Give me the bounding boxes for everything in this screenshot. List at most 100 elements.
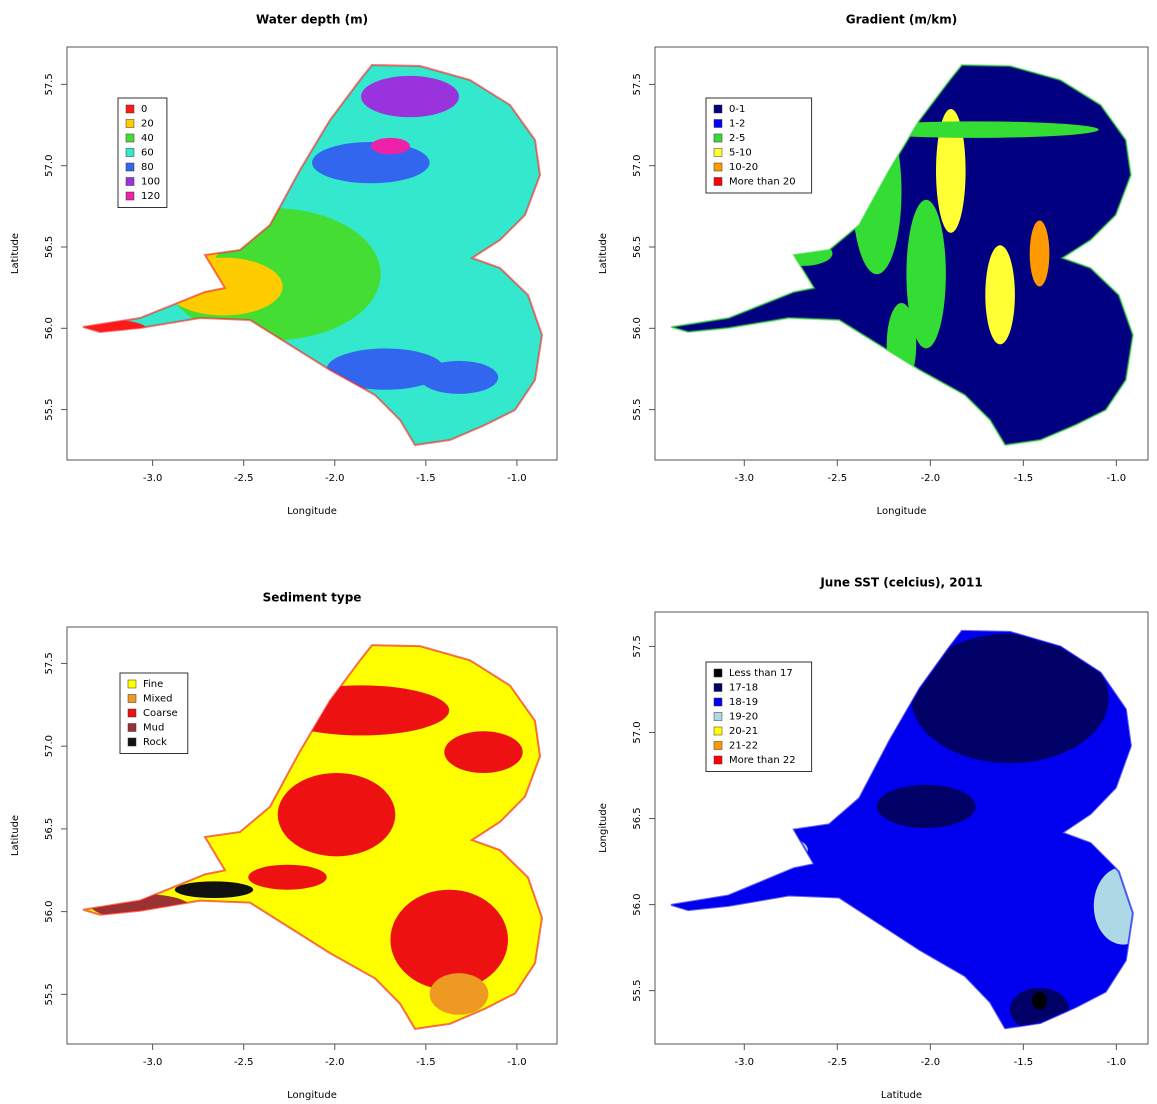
- y-tick-label: 57.5: [632, 635, 643, 657]
- legend-swatch: [714, 698, 722, 706]
- legend-swatch: [714, 669, 722, 677]
- x-tick-label: -2.0: [325, 473, 345, 484]
- map-patch: [714, 282, 813, 290]
- y-tick-label: 56.0: [632, 893, 643, 915]
- legend-swatch: [714, 105, 722, 113]
- y-tick-label: 56.0: [632, 317, 643, 339]
- map-patch: [371, 138, 410, 155]
- x-tick-label: -3.0: [143, 1057, 163, 1068]
- x-tick-label: -3.0: [735, 1057, 755, 1068]
- x-tick-label: -2.5: [828, 1057, 848, 1068]
- y-tick-label: 57.5: [632, 73, 643, 95]
- legend: 020406080100120: [118, 98, 167, 208]
- map-panel: June SST (celcius), 2011 Latitude Longitud…: [598, 576, 1153, 1102]
- x-axis-label: Longitude: [287, 506, 337, 517]
- legend-swatch: [126, 192, 134, 200]
- legend-label: 5-10: [729, 148, 752, 159]
- legend-swatch: [126, 149, 134, 157]
- y-tick-label: 57.0: [632, 155, 643, 177]
- map-patch: [361, 76, 459, 117]
- y-axis-label: Latitude: [10, 815, 21, 856]
- legend-label: Mixed: [143, 694, 173, 705]
- y-tick-label: 56.0: [44, 317, 55, 339]
- map-patch: [1094, 867, 1153, 945]
- legend-label: 20: [141, 119, 154, 130]
- legend-label: 100: [141, 177, 160, 188]
- y-tick-label: 55.5: [632, 980, 643, 1002]
- y-tick-label: 56.5: [632, 807, 643, 829]
- y-tick-label: 56.5: [44, 236, 55, 258]
- page: {"chart_data": [ {"type": "map", "title"…: [0, 0, 1157, 1104]
- legend-swatch: [126, 120, 134, 128]
- x-tick-label: -3.0: [143, 473, 163, 484]
- legend-label: 40: [141, 133, 154, 144]
- y-tick-label: 55.5: [44, 398, 55, 420]
- x-tick-label: -1.5: [416, 1057, 436, 1068]
- y-tick-label: 57.0: [632, 721, 643, 743]
- legend-swatch: [714, 134, 722, 142]
- legend-swatch: [128, 724, 136, 732]
- chart-title: Sediment type: [263, 591, 362, 605]
- legend-swatch: [126, 105, 134, 113]
- y-tick-label: 57.5: [44, 652, 55, 674]
- legend-swatch: [714, 727, 722, 735]
- legend-swatch: [126, 178, 134, 186]
- legend-swatch: [128, 709, 136, 717]
- map-patch: [312, 142, 430, 183]
- map-patch: [887, 303, 917, 386]
- map-patch: [175, 200, 224, 266]
- legend-label: 80: [141, 162, 154, 173]
- x-axis-label: Longitude: [287, 1090, 337, 1101]
- legend-label: 19-20: [729, 712, 758, 723]
- map-patch: [852, 121, 1098, 138]
- x-tick-label: -2.5: [234, 473, 254, 484]
- legend: Less than 17 17-18 18-19 19-20 20-21 21-22 Mor…: [706, 662, 812, 772]
- y-tick-label: 56.5: [632, 236, 643, 258]
- legend: 0-11-22-55-1010-20More than 20: [706, 98, 812, 193]
- y-axis-label: Longitude: [598, 803, 609, 853]
- legend-swatch: [714, 163, 722, 171]
- legend-swatch: [128, 738, 136, 746]
- y-tick-label: 55.5: [44, 983, 55, 1005]
- legend-label: 2-5: [729, 133, 745, 144]
- x-tick-label: -2.0: [921, 1057, 941, 1068]
- chart-title: June SST (celcius), 2011: [819, 576, 982, 590]
- legend-label: More than 22: [729, 755, 796, 766]
- x-axis-label: Latitude: [881, 1090, 922, 1101]
- legend-label: 20-21: [729, 726, 758, 737]
- x-tick-label: -1.0: [507, 1057, 527, 1068]
- y-tick-label: 55.5: [632, 398, 643, 420]
- map-patch: [749, 837, 808, 863]
- legend: FineMixedCoarseMudRock: [120, 673, 188, 754]
- legend-swatch: [714, 178, 722, 186]
- legend-label: Mud: [143, 723, 164, 734]
- x-tick-label: -2.5: [828, 473, 848, 484]
- map-patch: [327, 348, 445, 389]
- x-tick-label: -3.0: [735, 473, 755, 484]
- x-tick-label: -2.0: [325, 1057, 345, 1068]
- legend-swatch: [714, 756, 722, 764]
- legend-label: 0-1: [729, 104, 745, 115]
- y-axis-label: Latitude: [10, 233, 21, 274]
- y-tick-label: 57.0: [44, 155, 55, 177]
- legend-label: Less than 17: [729, 668, 793, 679]
- y-tick-label: 56.5: [44, 818, 55, 840]
- map-patch: [248, 865, 326, 890]
- x-tick-label: -2.5: [234, 1057, 254, 1068]
- legend-label: 1-2: [729, 119, 745, 130]
- legend-label: Coarse: [143, 708, 178, 719]
- legend-swatch: [128, 680, 136, 688]
- map-patch: [1030, 220, 1050, 286]
- legend-swatch: [714, 149, 722, 157]
- map-panel: Gradient (m/km)LongitudeLatitude-3.0-2.5…: [598, 13, 1148, 518]
- legend-label: 21-22: [729, 741, 758, 752]
- legend-swatch: [126, 163, 134, 171]
- legend-label: 10-20: [729, 162, 758, 173]
- x-tick-label: -1.0: [1107, 473, 1127, 484]
- map-patch: [985, 245, 1015, 344]
- legend-label: 17-18: [729, 683, 758, 694]
- map-patch: [175, 881, 253, 898]
- legend-swatch: [126, 134, 134, 142]
- legend-swatch: [714, 120, 722, 128]
- legend-label: 18-19: [729, 697, 758, 708]
